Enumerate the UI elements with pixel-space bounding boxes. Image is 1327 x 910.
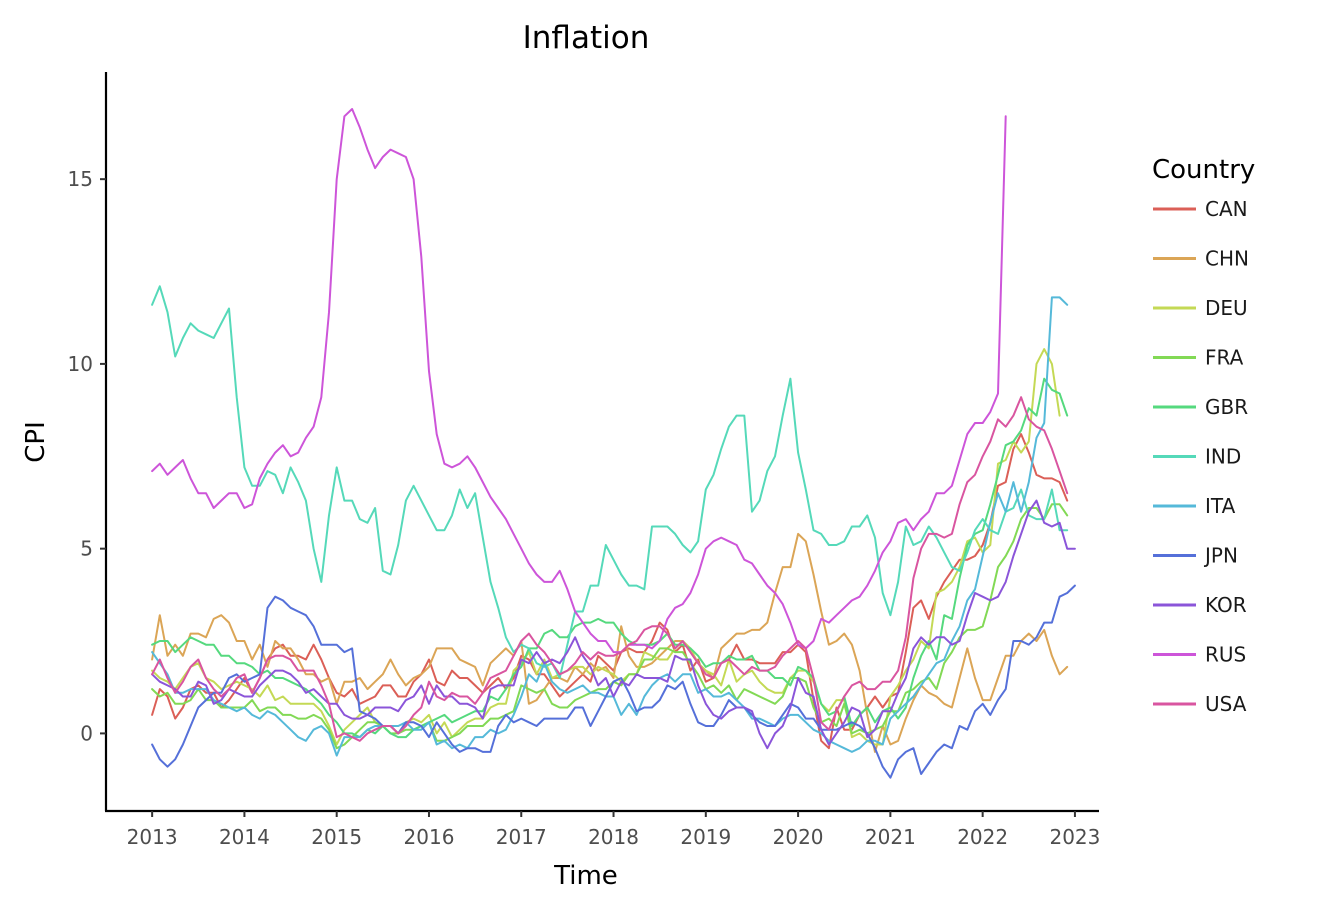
series-line-kor xyxy=(151,499,1076,750)
legend-item-kor: KOR xyxy=(1153,593,1247,617)
series-line-fra xyxy=(151,503,1069,750)
legend-item-ita: ITA xyxy=(1153,494,1236,518)
legend-item-can: CAN xyxy=(1153,197,1248,221)
x-tick-label: 2016 xyxy=(404,825,455,849)
series-line-usa xyxy=(151,396,1069,742)
series-line-can xyxy=(151,433,1069,750)
x-axis: 2013 2014 2015 2016 2017 2018 2019 2020 2021 2022… xyxy=(127,811,1100,849)
legend-item-ind: IND xyxy=(1153,445,1241,469)
y-tick-label: 10 xyxy=(68,352,93,376)
plot-area xyxy=(151,108,1076,779)
x-tick-label: 2018 xyxy=(588,825,639,849)
y-tick-label: 0 xyxy=(80,721,93,745)
y-axis: 0 5 10 15 xyxy=(68,167,106,745)
legend-label: ITA xyxy=(1205,494,1236,518)
legend-label: CHN xyxy=(1205,247,1249,271)
legend-item-gbr: GBR xyxy=(1153,395,1248,419)
legend-label: USA xyxy=(1205,692,1247,716)
x-tick-label: 2019 xyxy=(680,825,731,849)
series-line-jpn xyxy=(151,584,1076,779)
y-tick-label: 5 xyxy=(80,537,93,561)
legend-label: KOR xyxy=(1205,593,1247,617)
x-tick-label: 2023 xyxy=(1049,825,1100,849)
x-tick-label: 2022 xyxy=(957,825,1008,849)
series-line-rus xyxy=(151,108,1007,654)
x-tick-label: 2015 xyxy=(311,825,362,849)
legend-item-jpn: JPN xyxy=(1153,544,1238,568)
legend-label: JPN xyxy=(1203,544,1238,568)
legend-item-deu: DEU xyxy=(1153,296,1248,320)
chart-title: Inflation xyxy=(523,20,650,56)
legend-label: DEU xyxy=(1205,296,1248,320)
legend-item-chn: CHN xyxy=(1153,247,1249,271)
y-axis-title: CPI xyxy=(21,421,51,463)
series-line-gbr xyxy=(151,377,1069,739)
x-axis-title: Time xyxy=(553,861,618,891)
legend-label: IND xyxy=(1205,445,1241,469)
legend-label: RUS xyxy=(1205,643,1246,667)
x-tick-label: 2013 xyxy=(127,825,178,849)
legend-label: FRA xyxy=(1205,346,1244,370)
legend: Country CAN CHN DEU FRA GBR IND ITA JPN KOR RUS US… xyxy=(1152,155,1255,716)
x-tick-label: 2021 xyxy=(865,825,916,849)
legend-item-fra: FRA xyxy=(1153,346,1244,370)
legend-title: Country xyxy=(1152,155,1255,185)
legend-label: GBR xyxy=(1205,395,1248,419)
x-tick-label: 2017 xyxy=(496,825,547,849)
series-line-ind xyxy=(151,285,1069,679)
x-tick-label: 2014 xyxy=(219,825,270,849)
series-line-ita xyxy=(151,296,1069,757)
y-tick-label: 15 xyxy=(68,167,93,191)
legend-item-rus: RUS xyxy=(1153,643,1246,667)
legend-label: CAN xyxy=(1205,197,1248,221)
legend-item-usa: USA xyxy=(1153,692,1247,716)
x-tick-label: 2020 xyxy=(773,825,824,849)
